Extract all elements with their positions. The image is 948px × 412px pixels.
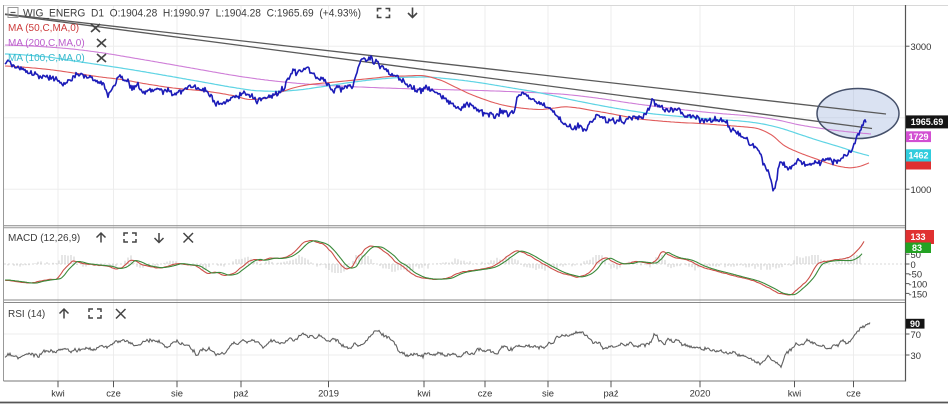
svg-text:-50: -50 (909, 269, 923, 280)
svg-text:133: 133 (910, 232, 925, 242)
svg-text:cze: cze (846, 388, 861, 399)
svg-text:50: 50 (911, 249, 921, 260)
svg-text:cze: cze (106, 388, 121, 399)
svg-text:MA (100,C,MA,0): MA (100,C,MA,0) (8, 53, 85, 64)
svg-text:3000: 3000 (911, 41, 932, 52)
svg-text:70: 70 (911, 329, 921, 340)
svg-text:1000: 1000 (911, 184, 932, 195)
svg-text:RSI (14): RSI (14) (8, 309, 45, 320)
svg-text:kwi: kwi (417, 388, 431, 399)
svg-text:WIG_ENERG D1 O:1904.28 H:19: WIG_ENERG D1 O:1904.28 H:1990.97 L:1904.… (23, 8, 361, 20)
svg-text:83: 83 (912, 243, 922, 253)
svg-text:paź: paź (603, 388, 618, 399)
svg-text:MA (200,C,MA,0): MA (200,C,MA,0) (8, 38, 85, 49)
svg-text:kwi: kwi (51, 388, 65, 399)
svg-text:sie: sie (171, 388, 183, 399)
svg-text:1729: 1729 (908, 132, 928, 142)
svg-text:-150: -150 (909, 288, 928, 299)
svg-text:90: 90 (910, 319, 920, 329)
svg-text:1462: 1462 (908, 151, 928, 161)
svg-text:kwi: kwi (788, 388, 802, 399)
svg-text:1965.69: 1965.69 (911, 117, 944, 127)
svg-text:sie: sie (542, 388, 554, 399)
svg-text:paź: paź (233, 388, 248, 399)
svg-text:MACD (12,26,9): MACD (12,26,9) (8, 233, 80, 244)
svg-text:30: 30 (911, 350, 921, 361)
svg-text:-100: -100 (909, 279, 928, 290)
svg-text:MA (50,C,MA,0): MA (50,C,MA,0) (8, 23, 79, 34)
svg-text:2020: 2020 (690, 388, 711, 399)
svg-text:cze: cze (478, 388, 493, 399)
svg-text:0: 0 (911, 259, 916, 270)
svg-text:2019: 2019 (318, 388, 339, 399)
